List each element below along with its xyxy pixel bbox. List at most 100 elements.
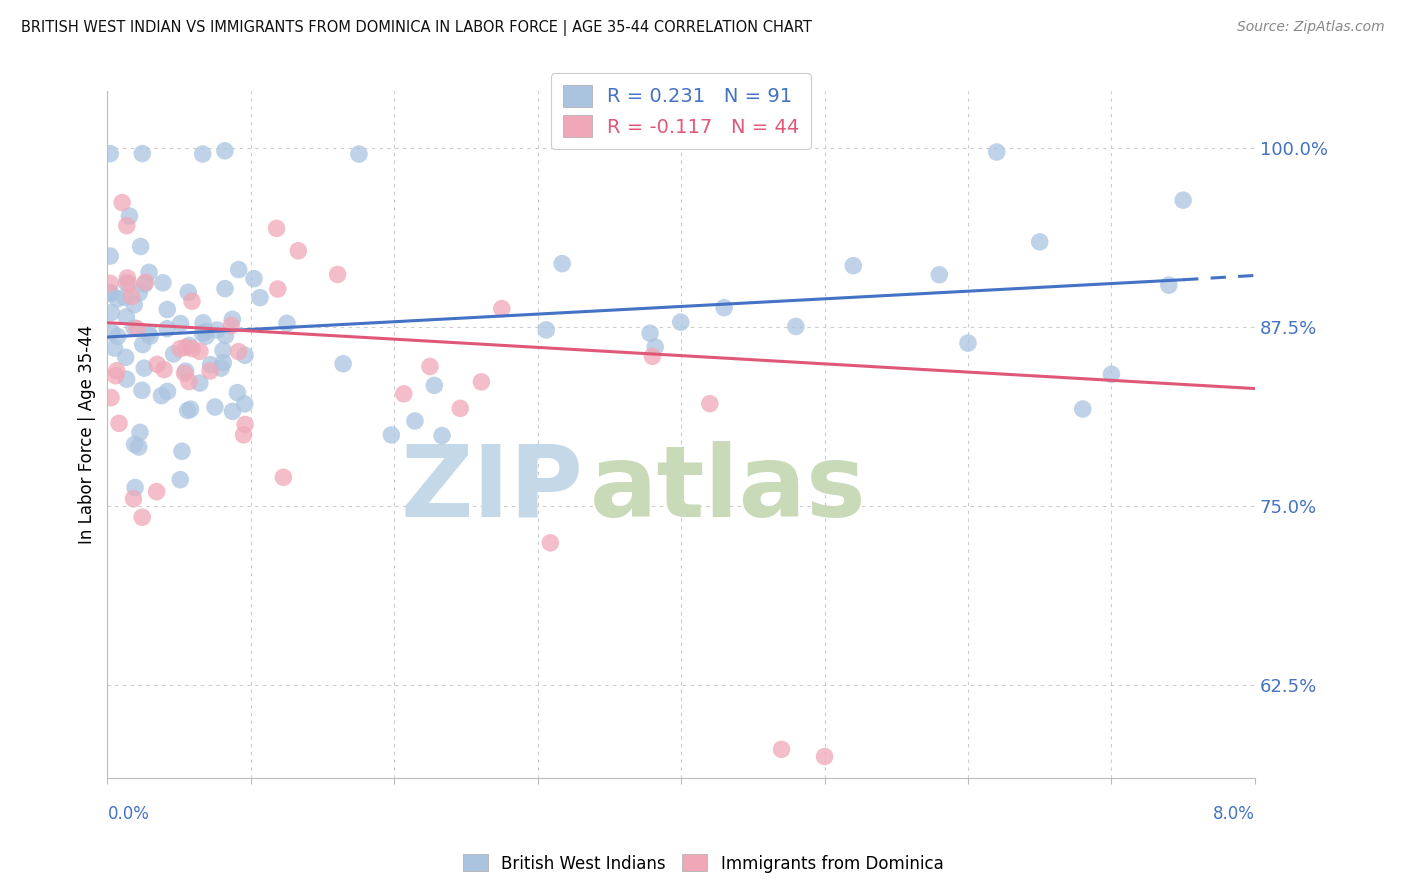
Point bbox=[138, 265, 160, 279]
Point bbox=[111, 195, 134, 210]
Text: Source: ZipAtlas.com: Source: ZipAtlas.com bbox=[1237, 20, 1385, 34]
Point bbox=[100, 325, 122, 339]
Point bbox=[181, 294, 204, 309]
Point bbox=[118, 277, 141, 291]
Point bbox=[124, 437, 146, 451]
Point bbox=[191, 147, 214, 161]
Point bbox=[176, 403, 198, 417]
Point bbox=[267, 282, 290, 296]
Point bbox=[536, 323, 558, 337]
Point bbox=[195, 329, 218, 343]
Point bbox=[214, 282, 236, 296]
Point bbox=[380, 428, 402, 442]
Point bbox=[928, 268, 950, 282]
Point bbox=[233, 417, 256, 432]
Point bbox=[169, 317, 191, 331]
Point bbox=[117, 271, 139, 285]
Point bbox=[98, 249, 121, 263]
Point bbox=[169, 473, 191, 487]
Point bbox=[347, 147, 370, 161]
Point bbox=[139, 329, 162, 343]
Point bbox=[986, 145, 1008, 159]
Point bbox=[842, 259, 865, 273]
Point bbox=[713, 301, 735, 315]
Point bbox=[131, 384, 153, 398]
Point bbox=[470, 375, 492, 389]
Point bbox=[404, 414, 426, 428]
Point bbox=[232, 428, 254, 442]
Point bbox=[125, 321, 148, 335]
Point bbox=[146, 357, 169, 371]
Point bbox=[136, 326, 159, 340]
Point bbox=[118, 209, 141, 223]
Text: 0.0%: 0.0% bbox=[107, 805, 149, 823]
Point bbox=[233, 397, 256, 411]
Point bbox=[198, 364, 221, 378]
Point bbox=[669, 315, 692, 329]
Point bbox=[124, 481, 146, 495]
Point bbox=[170, 444, 193, 458]
Point bbox=[212, 343, 235, 358]
Point bbox=[134, 277, 156, 291]
Point bbox=[152, 276, 174, 290]
Point bbox=[204, 400, 226, 414]
Point bbox=[538, 536, 561, 550]
Text: ZIP: ZIP bbox=[401, 441, 583, 538]
Point bbox=[205, 323, 228, 337]
Point bbox=[326, 268, 349, 282]
Point bbox=[276, 316, 298, 330]
Point bbox=[122, 298, 145, 312]
Point bbox=[430, 428, 453, 442]
Point bbox=[423, 378, 446, 392]
Point bbox=[1099, 368, 1122, 382]
Point bbox=[128, 440, 150, 454]
Point bbox=[98, 286, 121, 301]
Point bbox=[115, 310, 138, 324]
Point bbox=[214, 144, 236, 158]
Point bbox=[813, 749, 835, 764]
Point bbox=[177, 375, 200, 389]
Point bbox=[449, 401, 471, 416]
Point bbox=[98, 277, 121, 291]
Point bbox=[98, 285, 121, 300]
Legend: British West Indians, Immigrants from Dominica: British West Indians, Immigrants from Do… bbox=[456, 847, 950, 880]
Point bbox=[129, 239, 152, 253]
Point bbox=[98, 146, 121, 161]
Point bbox=[273, 470, 295, 484]
Point bbox=[956, 336, 979, 351]
Point bbox=[212, 356, 235, 370]
Point bbox=[188, 376, 211, 390]
Point bbox=[100, 391, 122, 405]
Point bbox=[115, 276, 138, 290]
Point bbox=[103, 341, 125, 355]
Point bbox=[135, 275, 157, 289]
Point bbox=[392, 387, 415, 401]
Point bbox=[179, 338, 201, 352]
Point bbox=[1173, 193, 1195, 207]
Point bbox=[107, 292, 129, 306]
Point bbox=[249, 291, 271, 305]
Point bbox=[1157, 278, 1180, 293]
Point bbox=[551, 257, 574, 271]
Point bbox=[177, 285, 200, 300]
Text: BRITISH WEST INDIAN VS IMMIGRANTS FROM DOMINICA IN LABOR FORCE | AGE 35-44 CORRE: BRITISH WEST INDIAN VS IMMIGRANTS FROM D… bbox=[21, 20, 813, 36]
Point bbox=[638, 326, 661, 341]
Point bbox=[226, 385, 249, 400]
Point bbox=[188, 344, 211, 359]
Point bbox=[156, 384, 179, 399]
Point bbox=[156, 302, 179, 317]
Point bbox=[770, 742, 793, 756]
Legend: R = 0.231   N = 91, R = -0.117   N = 44: R = 0.231 N = 91, R = -0.117 N = 44 bbox=[551, 73, 811, 149]
Point bbox=[194, 324, 217, 338]
Point bbox=[233, 348, 256, 362]
Point bbox=[699, 397, 721, 411]
Point bbox=[122, 491, 145, 506]
Point bbox=[108, 417, 131, 431]
Point bbox=[332, 357, 354, 371]
Point bbox=[131, 510, 153, 524]
Point bbox=[191, 316, 214, 330]
Point bbox=[114, 351, 136, 365]
Text: 8.0%: 8.0% bbox=[1213, 805, 1256, 823]
Point bbox=[228, 344, 250, 359]
Point bbox=[129, 425, 152, 440]
